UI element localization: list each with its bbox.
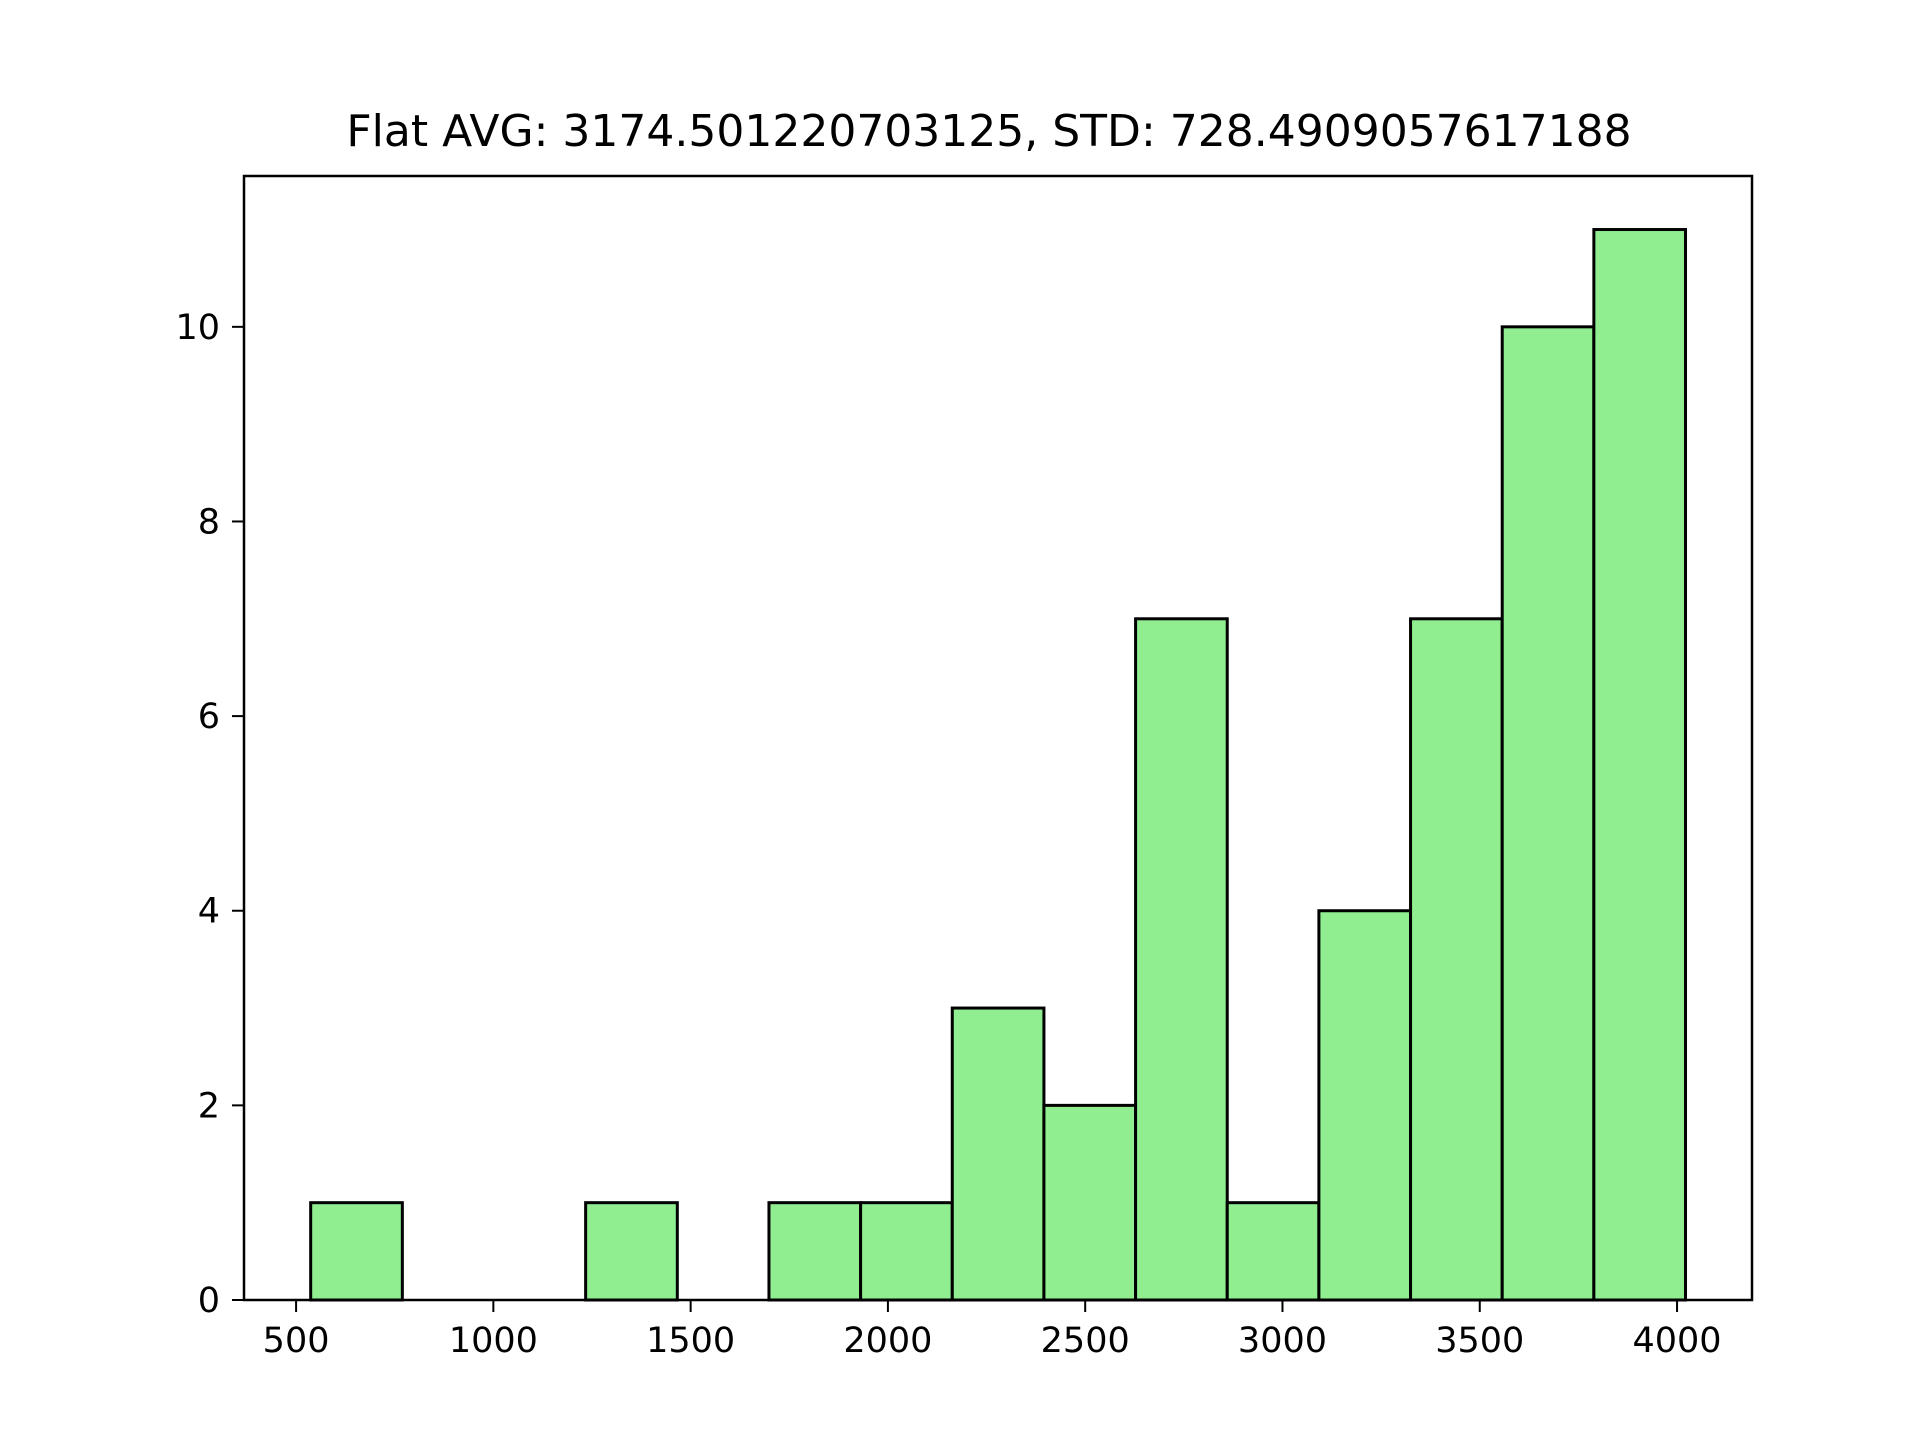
x-tick-label: 3500 bbox=[1435, 1321, 1524, 1361]
histogram-bar bbox=[1409, 617, 1504, 1302]
histogram-bar bbox=[1317, 909, 1413, 1302]
x-tick-label: 2500 bbox=[1041, 1321, 1130, 1361]
x-tick-label: 2000 bbox=[843, 1321, 932, 1361]
histogram-bar bbox=[1500, 325, 1596, 1302]
bars-group bbox=[309, 228, 1688, 1302]
histogram-bar bbox=[859, 1201, 954, 1302]
chart-title: Flat AVG: 3174.501220703125, STD: 728.49… bbox=[346, 106, 1631, 157]
y-tick-label: 10 bbox=[175, 308, 220, 348]
x-tick-label: 1500 bbox=[646, 1321, 735, 1361]
x-axis-ticks: 500 1000 1500 2000 2500 3000 3500 4000 bbox=[263, 1300, 1722, 1361]
histogram-bar bbox=[584, 1201, 679, 1302]
x-tick-label: 4000 bbox=[1632, 1321, 1721, 1361]
y-axis-ticks: 0 2 4 6 8 10 bbox=[175, 308, 244, 1321]
histogram-bar bbox=[1592, 228, 1688, 1302]
y-tick-label: 4 bbox=[198, 892, 220, 932]
histogram-bar bbox=[767, 1201, 863, 1302]
histogram-bar bbox=[1225, 1201, 1321, 1302]
y-tick-label: 2 bbox=[198, 1086, 220, 1126]
y-tick-label: 6 bbox=[198, 697, 220, 737]
histogram-bar bbox=[1134, 617, 1229, 1302]
y-tick-label: 0 bbox=[198, 1281, 220, 1321]
histogram-bar bbox=[309, 1201, 404, 1302]
x-tick-label: 1000 bbox=[449, 1321, 538, 1361]
y-tick-label: 8 bbox=[198, 502, 220, 542]
histogram-bar bbox=[1042, 1103, 1138, 1302]
x-tick-label: 500 bbox=[263, 1321, 330, 1361]
x-tick-label: 3000 bbox=[1238, 1321, 1327, 1361]
histogram-bar bbox=[950, 1006, 1046, 1302]
plot-frame bbox=[242, 174, 1754, 1302]
